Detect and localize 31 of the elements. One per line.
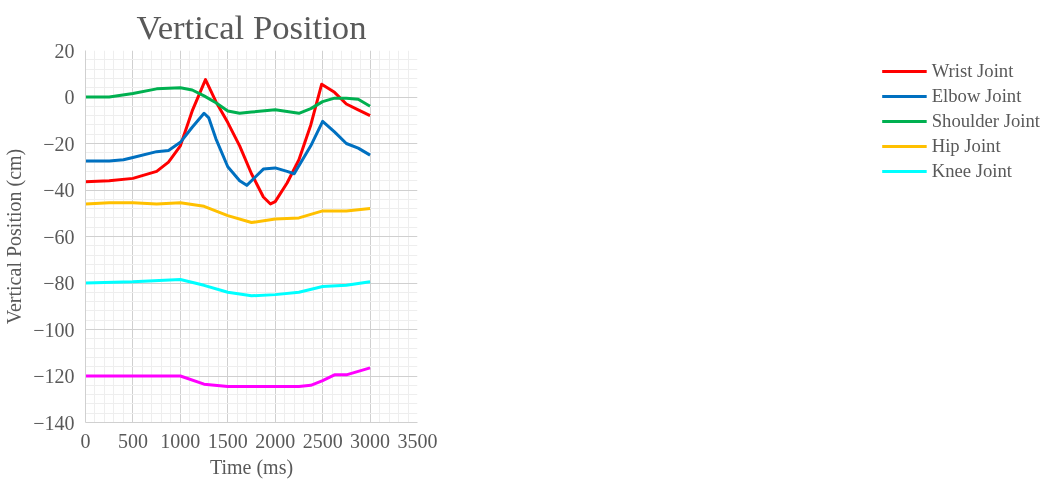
y-tick-label: −140: [33, 411, 75, 434]
x-tick-label: 2500: [302, 429, 343, 452]
y-tick-label: −40: [43, 179, 75, 201]
chart-title: Vertical Position: [136, 7, 367, 46]
y-tick-label: −120: [33, 365, 75, 387]
y-tick-label: 0: [64, 86, 75, 108]
x-axis-title: Time (ms): [209, 455, 294, 479]
x-tick-label: 1000: [160, 429, 201, 452]
line-series: [85, 86, 372, 115]
y-tick-label: −60: [43, 225, 75, 248]
x-tick-label: 3500: [397, 429, 438, 452]
line-series: [85, 278, 372, 298]
x-tick-label: 1500: [207, 429, 248, 452]
line-series: [85, 111, 372, 187]
legend-label: Shoulder Joint: [931, 110, 1040, 132]
line-series: [85, 366, 372, 388]
legend-label: Knee Joint: [931, 160, 1012, 182]
line-series: [85, 78, 372, 206]
x-tick-label: 0: [80, 429, 91, 452]
line-series: [85, 201, 372, 225]
y-tick-label: −100: [33, 318, 75, 341]
x-tick-label: 2000: [255, 429, 296, 452]
legend-label: Elbow Joint: [931, 85, 1022, 107]
y-tick-label: −80: [43, 272, 75, 294]
x-tick-label: 3000: [350, 429, 391, 452]
y-tick-label: −20: [43, 132, 75, 155]
x-tick-label: 500: [117, 429, 148, 452]
y-axis-title: Vertical Position (cm): [3, 148, 27, 325]
y-tick-label: 20: [54, 39, 75, 62]
legend-label: Hip Joint: [931, 135, 1001, 157]
legend-label: Wrist Joint: [931, 60, 1014, 82]
